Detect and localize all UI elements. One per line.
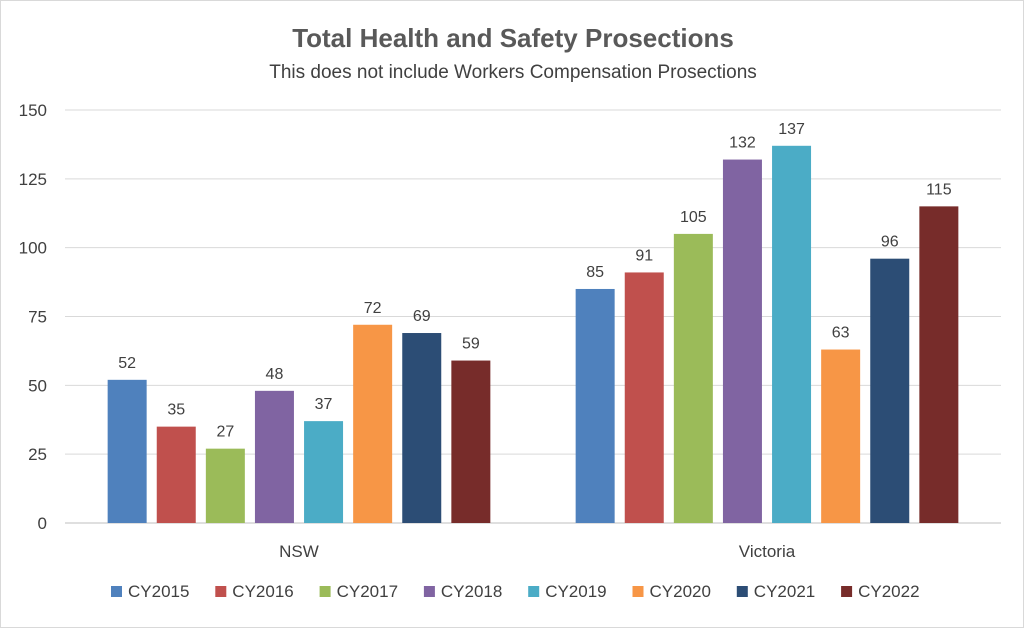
data-label: 59 (462, 336, 480, 353)
legend-label: CY2017 (337, 582, 398, 601)
bar-cy2016-victoria (624, 272, 664, 523)
y-tick-label: 100 (19, 239, 47, 258)
x-category-label: NSW (279, 542, 319, 561)
data-label: 52 (118, 355, 136, 372)
legend-label: CY2021 (754, 582, 815, 601)
x-axis-categories: NSW Victoria (279, 542, 796, 561)
legend-label: CY2016 (232, 582, 293, 601)
legend: CY2015 CY2016 CY2017 CY2018 CY2019 CY2020 CY20… (111, 582, 920, 601)
y-tick-label: 75 (28, 308, 47, 327)
bar-cy2015-nsw (107, 379, 147, 523)
data-label: 72 (364, 300, 382, 317)
bar-cy2022-nsw (451, 360, 491, 523)
legend-label: CY2015 (128, 582, 189, 601)
y-axis-ticks: 0 25 50 75 100 125 150 (19, 101, 47, 533)
data-label: 105 (680, 209, 707, 226)
chart-subtitle: This does not include Workers Compensati… (269, 62, 757, 83)
data-label: 85 (586, 264, 604, 281)
data-label: 69 (413, 308, 431, 325)
legend-swatch (215, 586, 227, 597)
data-label: 35 (167, 402, 185, 419)
legend-swatch (841, 586, 853, 597)
data-label: 27 (216, 424, 234, 441)
bar-cy2022-victoria (919, 206, 959, 523)
bar-cy2021-nsw (402, 333, 442, 523)
bar-cy2019-nsw (304, 421, 344, 523)
legend-swatch (528, 586, 540, 597)
bars (107, 145, 959, 523)
data-label: 37 (315, 396, 333, 413)
legend-swatch (111, 586, 122, 597)
bar-cy2020-nsw (353, 324, 393, 523)
bar-cy2021-victoria (870, 258, 910, 523)
gridlines (65, 109, 1001, 524)
bar-cy2017-victoria (673, 233, 713, 523)
bar-cy2017-nsw (205, 448, 245, 523)
bar-cy2019-victoria (772, 145, 812, 523)
legend-label: CY2019 (545, 582, 606, 601)
data-label: 115 (926, 181, 952, 198)
bar-cy2018-victoria (722, 159, 762, 523)
legend-label: CY2020 (650, 582, 711, 601)
legend-label: CY2022 (858, 582, 919, 601)
legend-swatch (319, 586, 331, 597)
y-tick-label: 25 (28, 445, 47, 464)
bar-cy2016-nsw (156, 426, 196, 523)
legend-swatch (736, 586, 748, 597)
y-tick-label: 150 (19, 101, 47, 120)
data-label: 132 (729, 135, 756, 152)
data-label: 96 (881, 234, 899, 251)
bar-cy2018-nsw (254, 390, 294, 523)
data-label: 91 (635, 247, 653, 264)
legend-swatch (423, 586, 435, 597)
bar-cy2015-victoria (575, 288, 615, 523)
y-tick-label: 0 (38, 514, 47, 533)
y-tick-label: 50 (28, 376, 47, 395)
legend-label: CY2018 (441, 582, 502, 601)
y-tick-label: 125 (19, 170, 47, 189)
x-category-label: Victoria (739, 542, 796, 561)
data-label: 48 (266, 366, 284, 383)
data-labels: 52 35 27 48 37 72 69 59 85 91 105 132 137 63 96 115 (118, 121, 951, 441)
chart-title: Total Health and Safety Prosections (292, 23, 734, 53)
data-label: 137 (778, 121, 805, 138)
bar-cy2020-victoria (821, 349, 861, 523)
data-label: 63 (832, 325, 850, 342)
legend-swatch (632, 586, 644, 597)
